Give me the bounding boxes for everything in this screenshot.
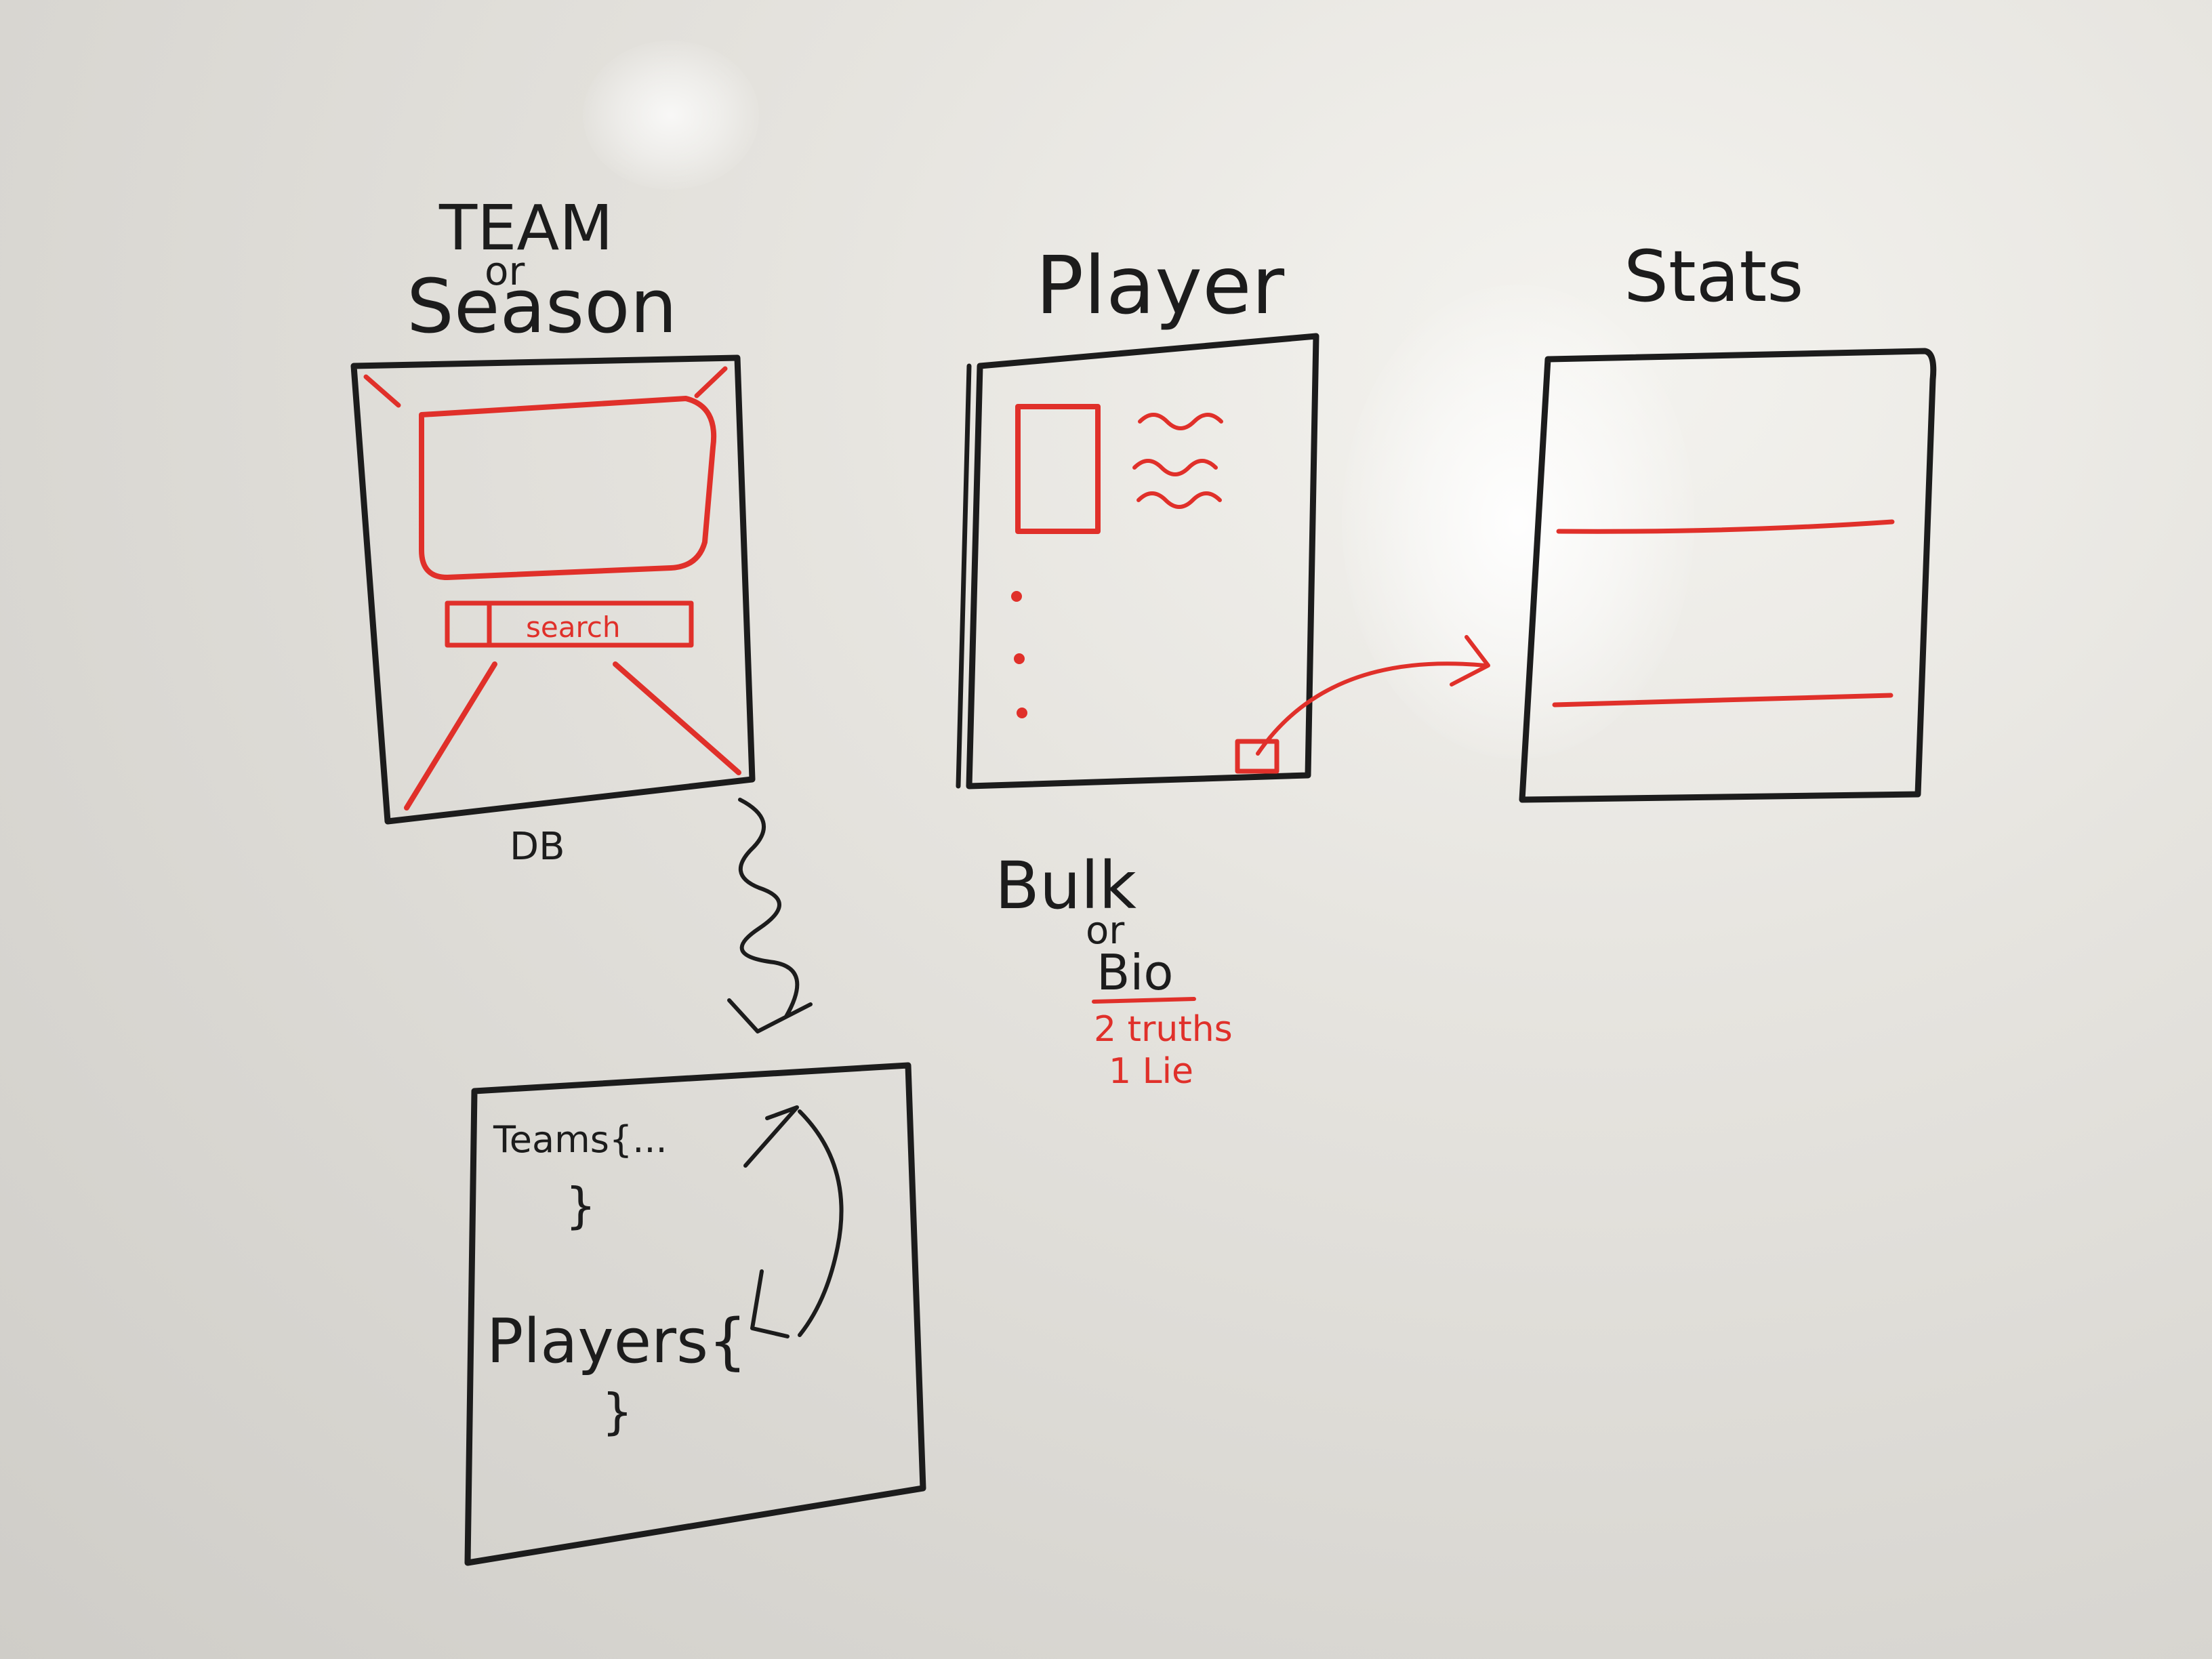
db-squiggle-connector xyxy=(738,798,800,1019)
teams-label: Teams{... xyxy=(493,1118,668,1161)
stats-row-divider-2 xyxy=(1552,693,1893,708)
bio-divider xyxy=(1092,997,1196,1004)
player-label: Player xyxy=(1036,239,1285,332)
team-or-label: or xyxy=(485,248,525,294)
season-label: Season xyxy=(407,263,677,350)
truths-label: 2 truths xyxy=(1094,1009,1233,1050)
search-bar[interactable] xyxy=(445,600,694,648)
stats-row-divider-1 xyxy=(1556,519,1895,534)
team-corner-line-tr xyxy=(694,366,728,398)
db-label: DB xyxy=(510,825,565,869)
player-frame xyxy=(966,333,1319,790)
stats-label: Stats xyxy=(1624,235,1803,318)
player-frame-left-edge xyxy=(956,363,972,789)
team-season-group: TEAM or Season search DB xyxy=(350,192,813,1033)
player-bio-line-2 xyxy=(1132,459,1218,476)
schema-relation-arrow xyxy=(798,1109,844,1337)
stats-link-arrow xyxy=(1256,661,1488,756)
teams-close-brace: } xyxy=(565,1177,596,1234)
db-squiggle-arrowhead xyxy=(727,998,813,1033)
player-bullet-3 xyxy=(1017,708,1027,718)
players-close-brace: } xyxy=(602,1383,633,1440)
search-label: search xyxy=(526,611,621,644)
team-corner-line-tl xyxy=(363,374,401,408)
stats-link-button[interactable] xyxy=(1235,739,1279,774)
player-group: Player Bulk or Bio 2 truths 1 Lie xyxy=(956,239,1490,1092)
player-bullet-2 xyxy=(1014,653,1025,664)
db-schema-group: Teams{... } Players{ } xyxy=(464,1062,926,1566)
player-photo xyxy=(1015,404,1101,534)
player-bio-line-1 xyxy=(1138,413,1223,430)
team-hero-area xyxy=(419,396,717,580)
schema-relation-arrowhead-top xyxy=(743,1105,799,1168)
players-label: Players{ xyxy=(487,1306,747,1377)
bio-label: Bio xyxy=(1097,944,1173,1001)
stats-frame xyxy=(1519,348,1937,803)
schema-relation-arrowhead-bottom xyxy=(750,1269,790,1338)
team-diag-left xyxy=(404,661,497,811)
player-bullet-1 xyxy=(1011,591,1022,602)
stats-link-arrowhead xyxy=(1450,635,1490,687)
bulk-or-label: or xyxy=(1086,909,1125,953)
player-bio-line-3 xyxy=(1136,491,1222,509)
stats-group: Stats xyxy=(1519,235,1937,803)
team-label: TEAM xyxy=(438,192,613,264)
lie-label: 1 Lie xyxy=(1109,1051,1193,1092)
bulk-label: Bulk xyxy=(995,848,1136,924)
team-diag-right xyxy=(613,661,741,775)
db-schema-frame xyxy=(464,1062,926,1566)
team-season-frame xyxy=(350,354,756,825)
